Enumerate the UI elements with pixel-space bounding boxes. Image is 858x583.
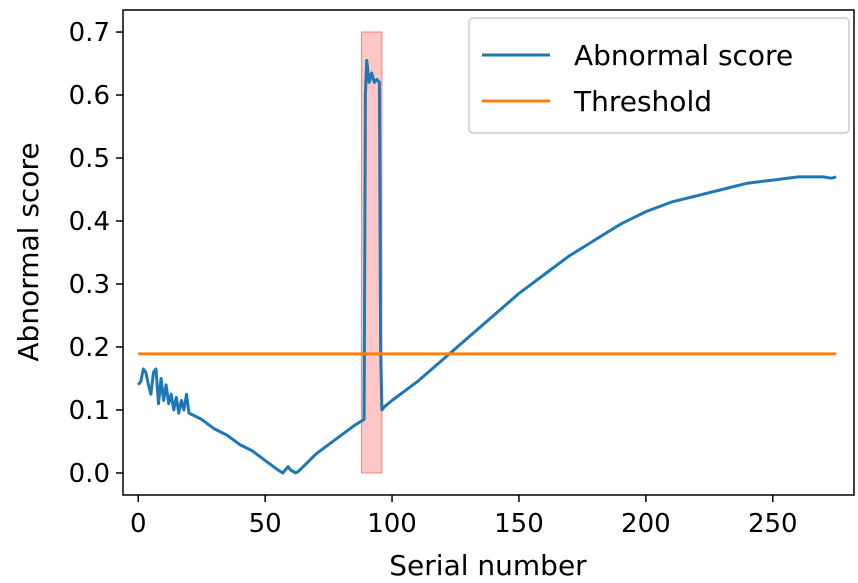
x-tick-label: 0 bbox=[130, 509, 147, 539]
plot-area bbox=[137, 31, 837, 475]
y-tick-label: 0.3 bbox=[69, 270, 110, 300]
legend-box bbox=[468, 17, 850, 134]
y-tick-label: 0.2 bbox=[69, 333, 110, 363]
y-tick-label: 0.4 bbox=[69, 207, 110, 237]
x-tick-label: 100 bbox=[367, 509, 417, 539]
legend-label-abnormal-score: Abnormal score bbox=[574, 39, 793, 72]
x-axis: 0 50 100 150 200 250 bbox=[130, 495, 798, 539]
legend-label-threshold: Threshold bbox=[573, 85, 712, 118]
x-tick-label: 200 bbox=[621, 509, 671, 539]
legend: Abnormal score Threshold bbox=[468, 17, 850, 134]
y-tick-label: 0.0 bbox=[69, 459, 110, 489]
plot-frame bbox=[122, 9, 855, 496]
y-axis: 0.0 0.1 0.2 0.3 0.4 0.5 0.6 0.7 bbox=[69, 18, 123, 489]
y-tick-label: 0.1 bbox=[69, 396, 110, 426]
x-tick-label: 50 bbox=[249, 509, 282, 539]
x-axis-title: Serial number bbox=[389, 549, 587, 582]
y-tick-label: 0.7 bbox=[69, 18, 110, 48]
y-axis-title: Abnormal score bbox=[12, 142, 45, 361]
x-tick-label: 250 bbox=[748, 509, 798, 539]
x-tick-label: 150 bbox=[494, 509, 544, 539]
y-tick-label: 0.5 bbox=[69, 144, 110, 174]
series-line-abnormal-score bbox=[137, 58, 837, 475]
y-tick-label: 0.6 bbox=[69, 81, 110, 111]
